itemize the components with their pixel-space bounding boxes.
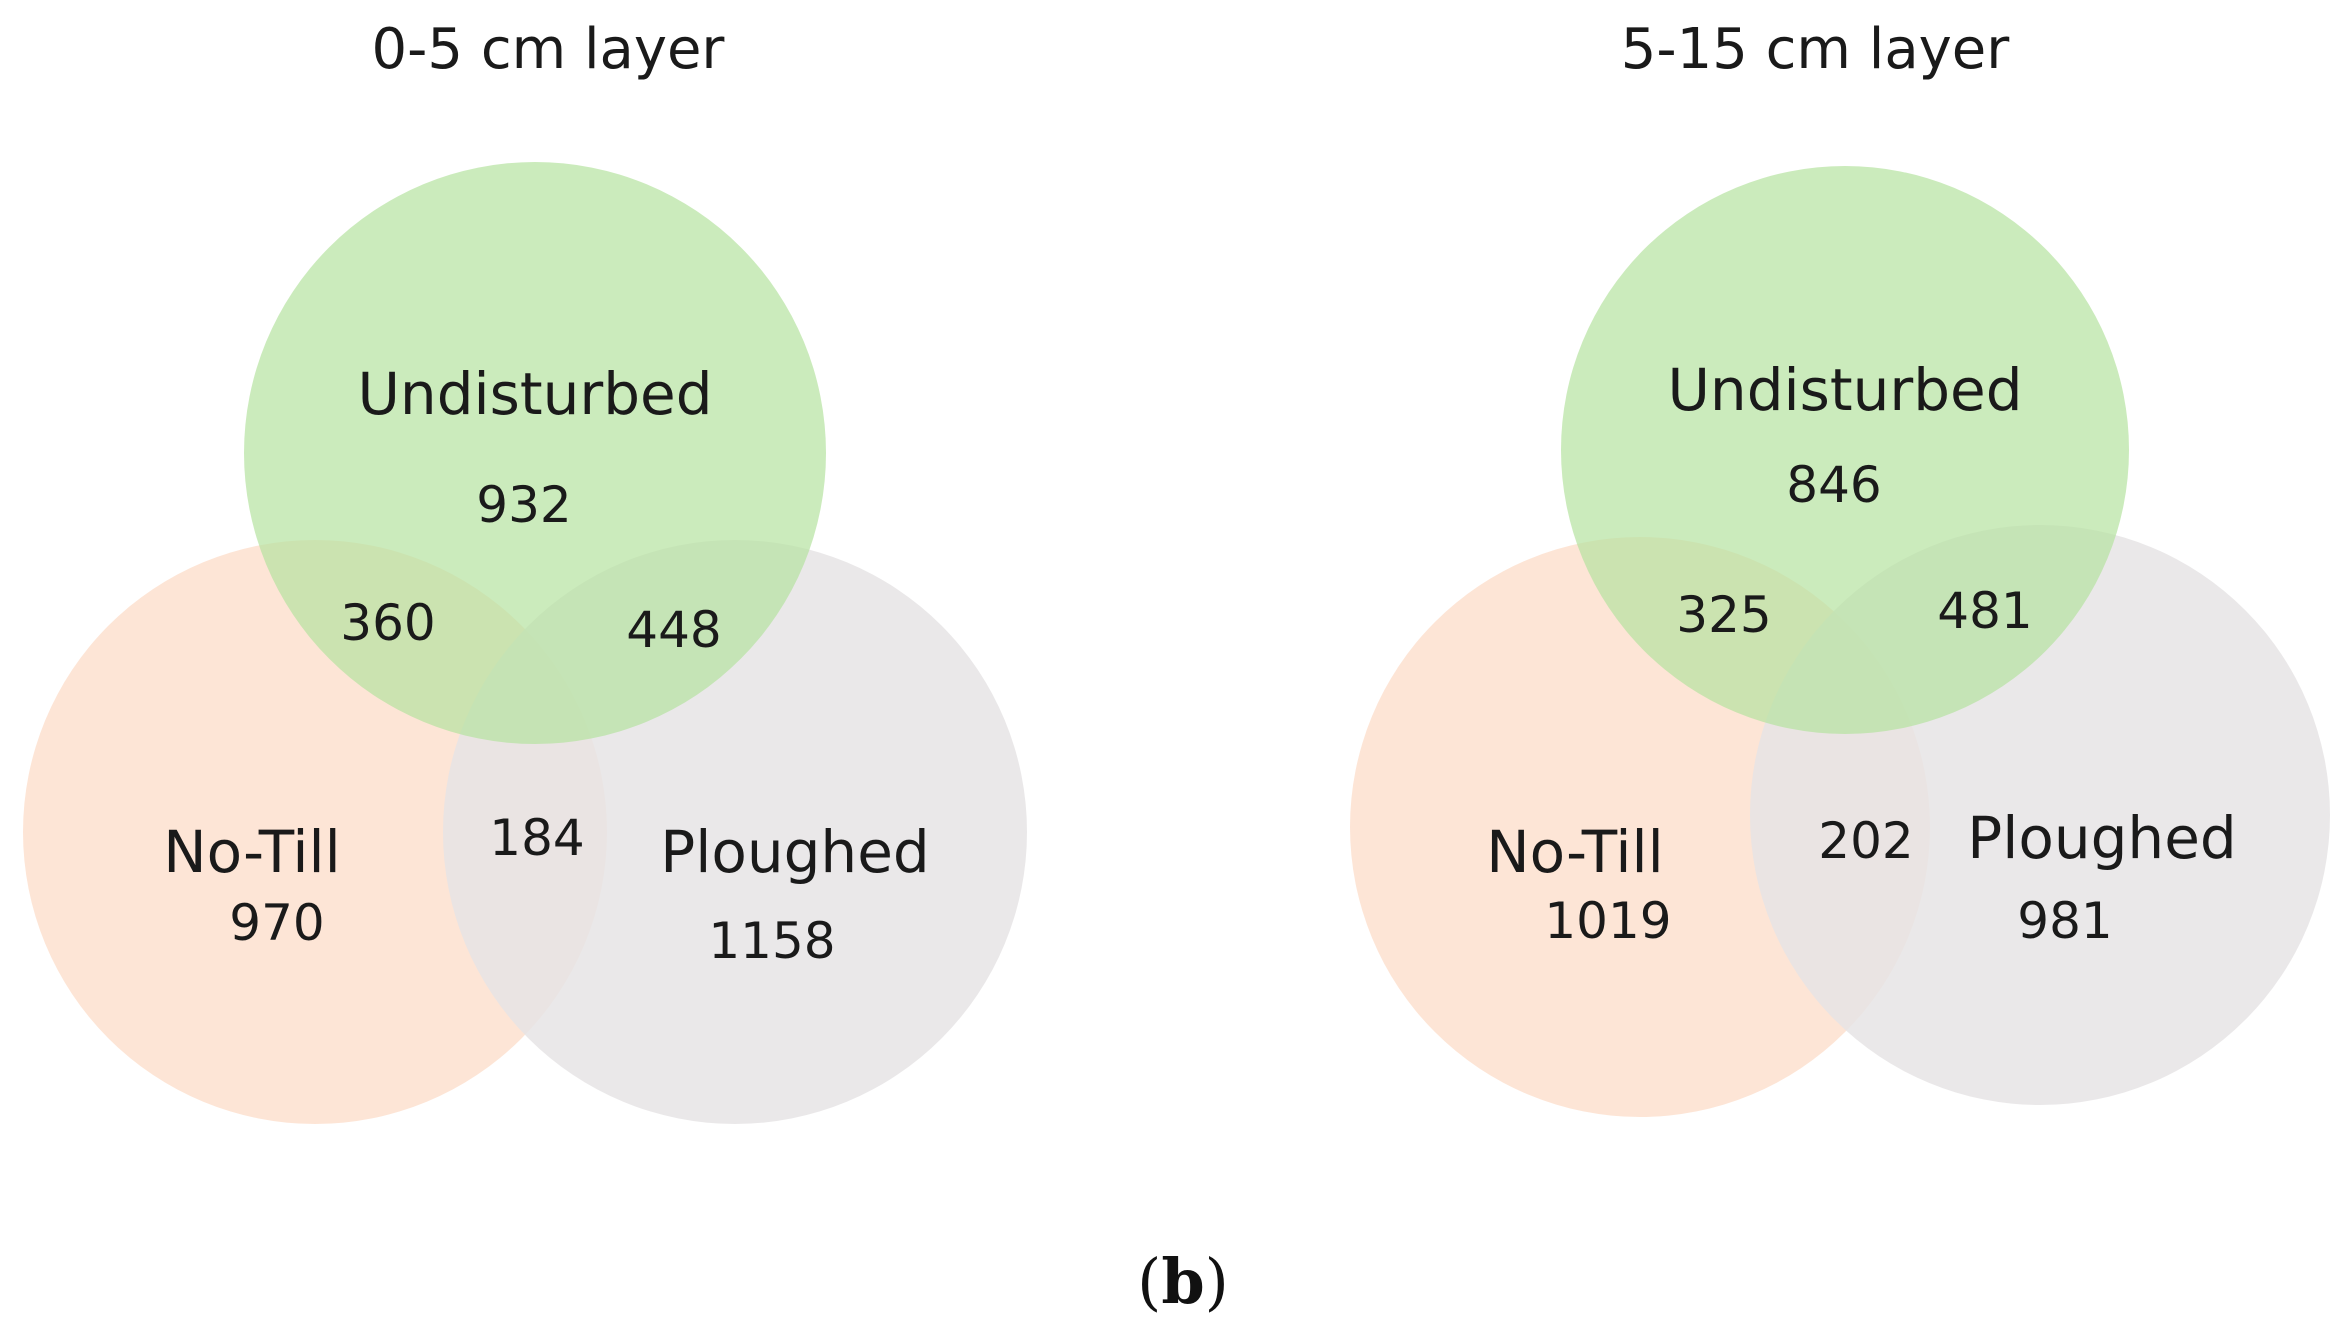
set-label-ploughed: Ploughed: [660, 818, 929, 886]
venn-diagram-0-5cm: 0-5 cm layer Undisturbed 932 360 448 No-…: [23, 17, 1027, 1124]
count-ploughed-only: 1158: [708, 912, 835, 970]
set-label-undisturbed: Undisturbed: [1667, 356, 2022, 424]
count-ploughed-only: 981: [2017, 892, 2112, 950]
circle-undisturbed: [244, 162, 826, 744]
count-undisturbed-only: 846: [1786, 456, 1881, 514]
figure-caption: (b): [1137, 1245, 1229, 1318]
circle-undisturbed: [1561, 166, 2129, 734]
diagram-title: 5-15 cm layer: [1621, 17, 2011, 82]
count-no-till-only: 970: [229, 894, 324, 952]
count-no-till-only: 1019: [1544, 892, 1671, 950]
count-no-till-ploughed: 202: [1818, 812, 1913, 870]
caption-close: ): [1205, 1245, 1229, 1318]
set-label-no-till: No-Till: [1486, 818, 1664, 886]
count-no-till-ploughed: 184: [489, 809, 584, 867]
count-undisturbed-ploughed: 481: [1937, 582, 2032, 640]
count-undisturbed-ploughed: 448: [626, 601, 721, 659]
venn-diagram-5-15cm: 5-15 cm layer Undisturbed 846 325 481 No…: [1350, 17, 2330, 1117]
count-undisturbed-only: 932: [476, 476, 571, 534]
count-undisturbed-no-till: 360: [340, 594, 435, 652]
caption-letter: b: [1161, 1245, 1204, 1318]
set-label-undisturbed: Undisturbed: [357, 360, 712, 428]
caption-open: (: [1137, 1245, 1161, 1318]
count-undisturbed-no-till: 325: [1676, 586, 1771, 644]
set-label-no-till: No-Till: [163, 818, 341, 886]
diagram-title: 0-5 cm layer: [372, 17, 726, 82]
set-label-ploughed: Ploughed: [1967, 804, 2236, 872]
